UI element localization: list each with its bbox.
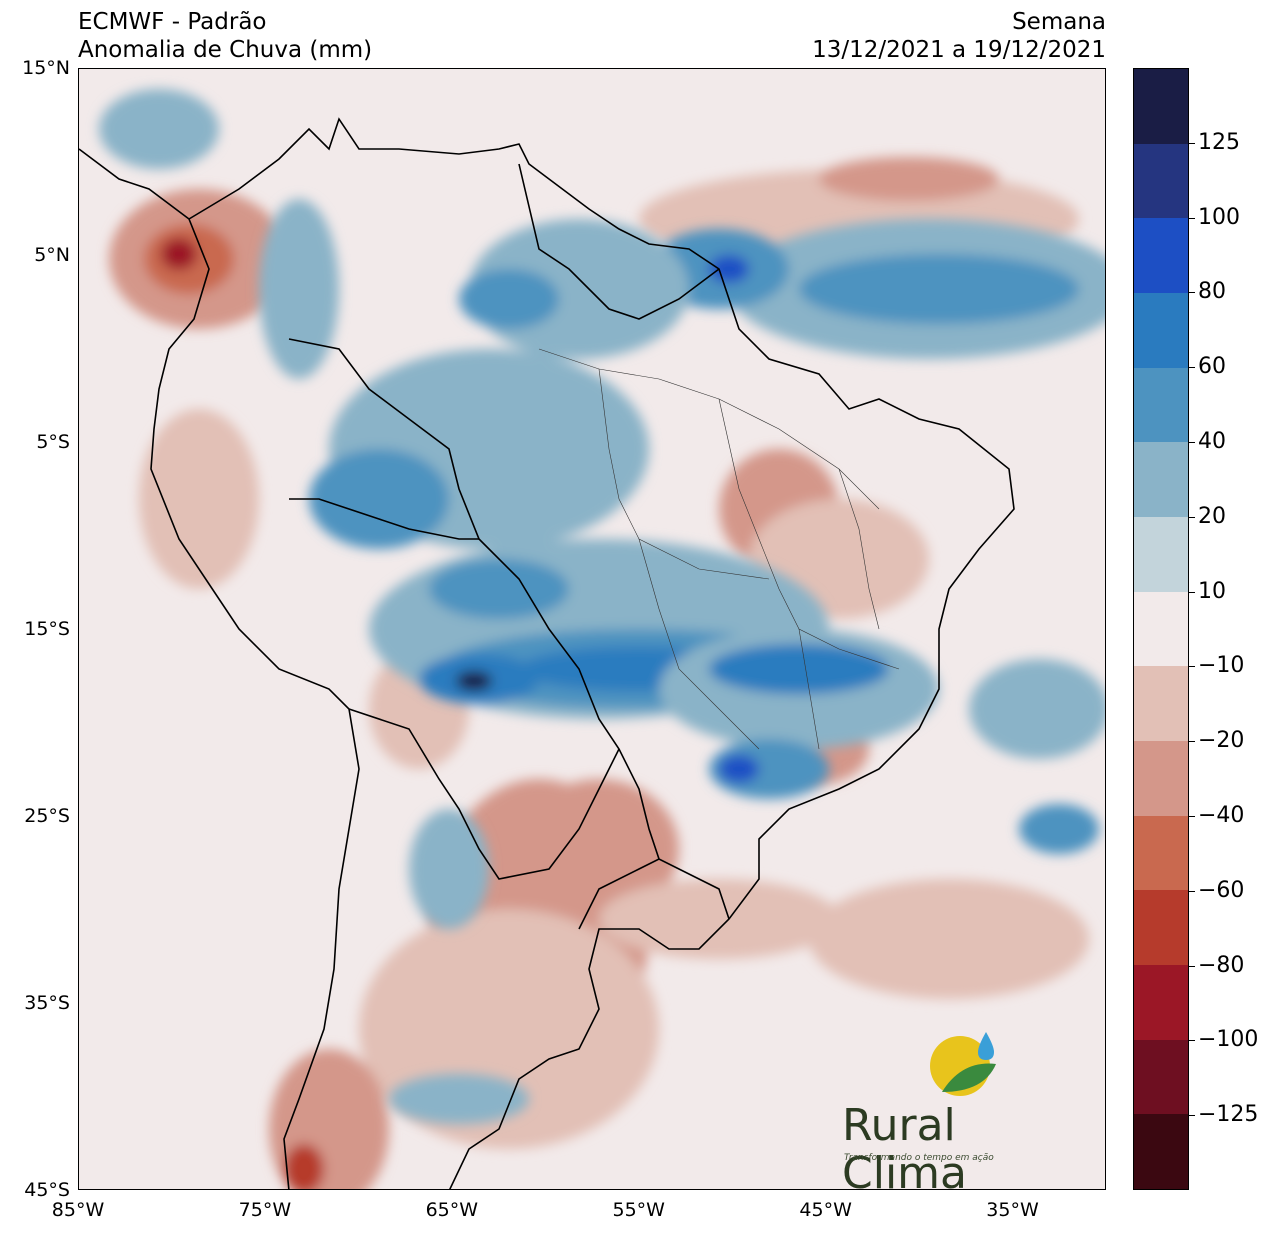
lon-label: 35°W	[986, 1199, 1039, 1221]
colorbar-segment	[1134, 591, 1188, 667]
colorbar-segment	[1134, 517, 1188, 592]
colorbar-segment	[1134, 741, 1188, 816]
chart-title: ECMWF - Padrão Anomalia de Chuva (mm)	[78, 8, 372, 64]
lat-label: 5°N	[34, 244, 70, 266]
colorbar-tick	[1189, 1115, 1195, 1117]
anomaly-field	[79, 89, 1105, 1189]
colorbar-label: 20	[1198, 503, 1226, 529]
colorbar	[1133, 68, 1189, 1190]
lat-label: 15°N	[22, 57, 70, 79]
colorbar-segment	[1134, 666, 1188, 742]
colorbar-label: −20	[1198, 728, 1245, 754]
lat-label: 45°S	[24, 1179, 70, 1201]
period-dates: 13/12/2021 a 19/12/2021	[812, 37, 1106, 63]
colorbar-tick	[1189, 292, 1195, 294]
lat-label: 25°S	[24, 805, 70, 827]
colorbar-tick	[1189, 816, 1195, 817]
colorbar-label: 125	[1198, 129, 1240, 155]
colorbar-tick	[1189, 442, 1195, 443]
colorbar-segment	[1134, 965, 1188, 1040]
variable-name: Anomalia de Chuva (mm)	[78, 37, 373, 63]
wet-anomaly-areas	[99, 89, 1105, 1124]
lat-label: 5°S	[36, 431, 70, 453]
period-block: Semana 13/12/2021 a 19/12/2021	[812, 8, 1106, 64]
colorbar-segment	[1134, 815, 1188, 891]
lon-label: 65°W	[425, 1199, 479, 1221]
colorbar-segment	[1134, 367, 1188, 443]
colorbar-segment	[1134, 143, 1188, 219]
colorbar-tick	[1189, 217, 1195, 219]
logo-icon	[930, 1032, 996, 1096]
colorbar-segment	[1134, 218, 1188, 294]
colorbar-label: 80	[1198, 279, 1226, 305]
rural-clima-logo: Rural Clima Transformando o tempo em açã…	[838, 1030, 1088, 1198]
colorbar-tick	[1189, 666, 1195, 668]
colorbar-label: 40	[1198, 429, 1226, 454]
lon-label: 55°W	[612, 1199, 665, 1221]
lon-label: 45°W	[799, 1199, 852, 1221]
colorbar-label: −125	[1198, 1102, 1259, 1128]
lat-label: 15°S	[24, 618, 70, 640]
colorbar-label: 100	[1198, 204, 1240, 230]
colorbar-segment	[1134, 1039, 1188, 1115]
colorbar-tick	[1189, 741, 1195, 743]
colorbar-segment	[1134, 442, 1188, 518]
colorbar-label: −100	[1198, 1027, 1259, 1053]
colorbar-tick	[1189, 142, 1195, 144]
period-label: Semana	[1012, 9, 1106, 35]
colorbar-segment	[1134, 1114, 1188, 1190]
colorbar-tick	[1189, 1040, 1195, 1042]
colorbar-label: 60	[1198, 354, 1226, 380]
colorbar-tick	[1189, 591, 1195, 593]
logo-tagline: Transformando o tempo em ação	[844, 1153, 994, 1163]
lon-label: 75°W	[238, 1199, 292, 1221]
colorbar-label: −60	[1198, 877, 1245, 903]
colorbar-label: −10	[1198, 653, 1245, 679]
colorbar-segment	[1134, 69, 1188, 144]
colorbar-tick	[1189, 965, 1195, 967]
map-area	[78, 68, 1106, 1190]
logo-brand: Rural Clima	[842, 1100, 967, 1199]
colorbar-segment	[1134, 293, 1188, 368]
lon-label: 85°W	[51, 1199, 105, 1221]
colorbar-tick	[1189, 367, 1195, 369]
country-borders	[79, 117, 1015, 1189]
colorbar-label: −80	[1198, 952, 1245, 978]
lat-label: 35°S	[24, 992, 70, 1014]
colorbar-tick	[1189, 516, 1195, 518]
model-name: ECMWF - Padrão	[78, 9, 267, 35]
state-borders	[538, 348, 900, 750]
colorbar-tick	[1189, 890, 1195, 892]
colorbar-label: −40	[1198, 803, 1245, 828]
colorbar-label: 10	[1198, 578, 1226, 604]
colorbar-segment	[1134, 890, 1188, 966]
